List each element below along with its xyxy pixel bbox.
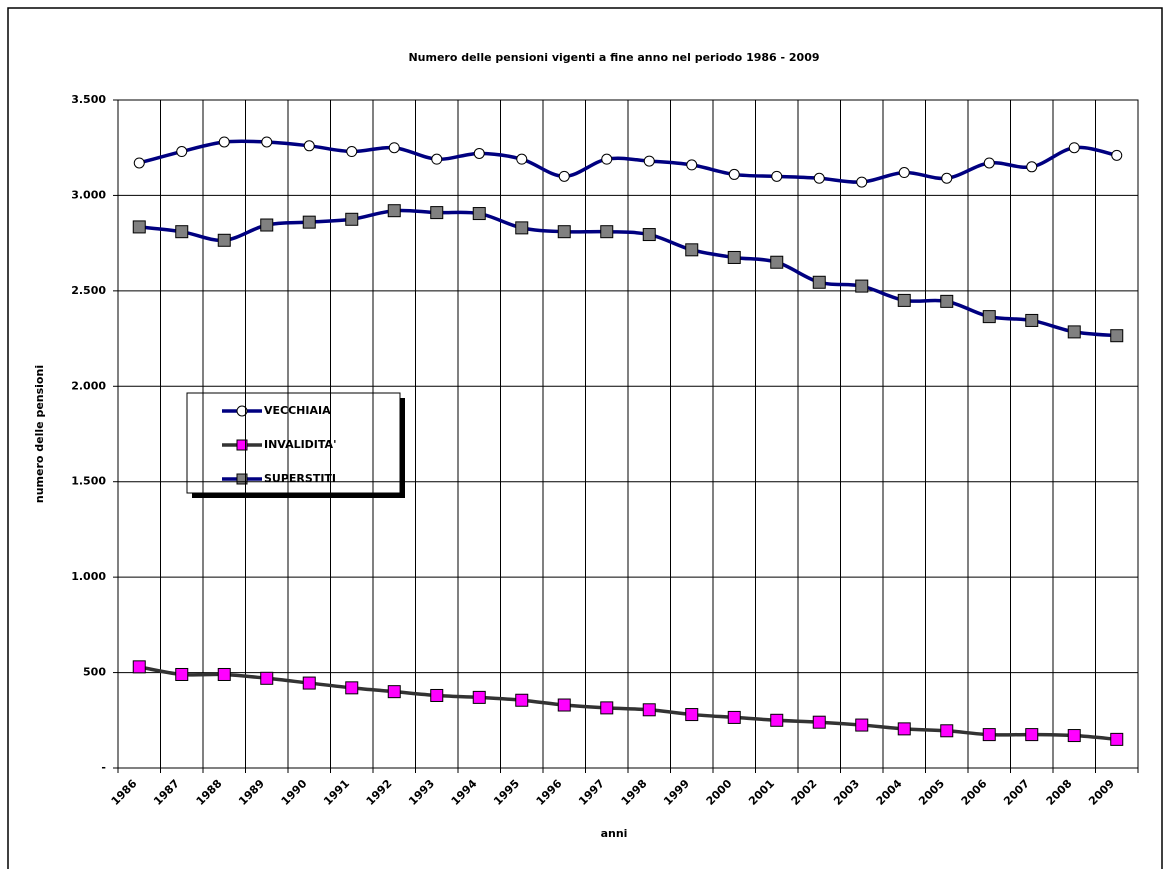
marker	[1110, 329, 1124, 343]
marker	[770, 713, 784, 727]
plot-border	[117, 99, 1139, 769]
marker	[430, 206, 444, 220]
marker	[557, 225, 571, 239]
legend-label: SUPERSTITI	[264, 472, 336, 485]
marker	[260, 671, 274, 685]
marker	[686, 159, 698, 171]
y-tick-label: 500	[83, 666, 106, 679]
marker	[515, 693, 529, 707]
marker	[430, 688, 444, 702]
marker	[302, 676, 316, 690]
legend-label: INVALIDITA'	[264, 438, 336, 451]
marker	[516, 153, 528, 165]
legend-marker	[236, 439, 248, 451]
marker	[1067, 325, 1081, 339]
marker	[388, 142, 400, 154]
marker	[431, 153, 443, 165]
y-tick-label: 3.500	[71, 93, 106, 106]
legend-label: VECCHIAIA	[264, 404, 331, 417]
marker	[940, 724, 954, 738]
marker	[133, 157, 145, 169]
marker	[812, 275, 826, 289]
marker	[982, 728, 996, 742]
marker	[685, 708, 699, 722]
marker	[771, 170, 783, 182]
marker	[643, 155, 655, 167]
marker	[642, 703, 656, 717]
marker	[898, 167, 910, 179]
marker	[345, 212, 359, 226]
marker	[515, 221, 529, 235]
marker	[601, 153, 613, 165]
marker	[1110, 732, 1124, 746]
marker	[855, 279, 869, 293]
marker	[218, 136, 230, 148]
y-tick-label: 1.500	[71, 475, 106, 488]
marker	[727, 250, 741, 264]
legend-marker	[236, 473, 248, 485]
marker	[1111, 149, 1123, 161]
y-tick-label: 3.000	[71, 188, 106, 201]
legend: VECCHIAIA INVALIDITA' SUPERSTITI	[186, 392, 405, 498]
marker	[685, 243, 699, 257]
marker	[983, 157, 995, 169]
marker	[600, 701, 614, 715]
chart-title: Numero delle pensioni vigenti a fine ann…	[408, 51, 819, 64]
marker	[770, 255, 784, 269]
legend-box	[186, 392, 401, 494]
marker	[1025, 728, 1039, 742]
marker	[472, 690, 486, 704]
x-axis-label: anni	[601, 827, 628, 840]
marker	[982, 310, 996, 324]
marker	[813, 172, 825, 184]
marker	[345, 681, 359, 695]
marker	[387, 204, 401, 218]
marker	[855, 718, 869, 732]
marker	[473, 147, 485, 159]
marker	[387, 685, 401, 699]
marker	[728, 168, 740, 180]
marker	[302, 215, 316, 229]
y-tick-label: 2.000	[71, 379, 106, 392]
marker	[1025, 313, 1039, 327]
y-tick-label: -	[101, 761, 106, 774]
marker	[472, 207, 486, 221]
marker	[600, 225, 614, 239]
marker	[261, 136, 273, 148]
marker	[941, 172, 953, 184]
marker	[727, 710, 741, 724]
marker	[897, 293, 911, 307]
marker	[642, 228, 656, 242]
legend-marker	[236, 405, 248, 417]
marker	[132, 220, 146, 234]
marker	[132, 660, 146, 674]
marker	[217, 667, 231, 681]
marker	[176, 146, 188, 158]
y-tick-label: 2.500	[71, 284, 106, 297]
y-tick-label: 1.000	[71, 570, 106, 583]
marker	[175, 225, 189, 239]
marker	[1067, 729, 1081, 743]
marker	[1026, 161, 1038, 173]
marker	[558, 170, 570, 182]
marker	[1068, 142, 1080, 154]
y-axis-label: numero delle pensioni	[33, 365, 46, 503]
marker	[812, 715, 826, 729]
marker	[260, 218, 274, 232]
marker	[217, 233, 231, 247]
marker	[346, 146, 358, 158]
marker	[856, 176, 868, 188]
marker	[303, 140, 315, 152]
marker	[175, 667, 189, 681]
marker	[897, 722, 911, 736]
marker	[940, 294, 954, 308]
marker	[557, 698, 571, 712]
